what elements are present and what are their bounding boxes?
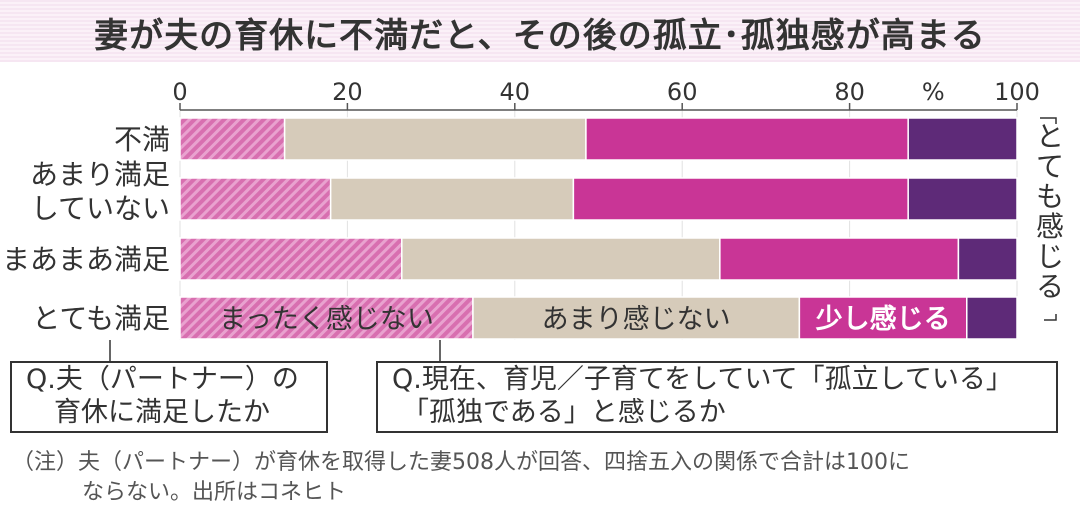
bar-segment [179,177,332,221]
category-label: 不満 [114,123,170,156]
x-tick-label: 60 [667,78,698,106]
bar-segment [907,117,1018,161]
series-legend-label: まったく感じない [219,304,434,335]
title-band [0,0,1080,62]
x-tick-label: 0 [172,78,187,106]
legend-highlight [805,303,961,333]
category-label: とても満足 [32,302,170,335]
category-label: していない [31,192,170,225]
right-label-char: て [1036,150,1064,183]
question-1-line-1: Q.夫（パートナー）の [26,364,299,395]
bar-segment [719,237,960,281]
bar-segment [966,296,1018,340]
question-1-line-2: 育休に満足したか [54,397,270,428]
bar-segment [179,237,403,281]
footnote-line-2: ならない。出所はコネヒト [82,480,347,505]
right-label-char: じ [1036,240,1064,273]
bracket-top [1040,117,1057,124]
x-tick-label: 100 [994,78,1040,106]
question-1-box: Q.夫（パートナー）の 育休に満足したか [10,361,328,433]
bar-segment [179,117,286,161]
question-2-line-2: 「孤独である」と感じるか [402,397,726,428]
bar-segment [179,296,474,340]
x-tick-label: 20 [332,78,363,106]
bar-segment [957,237,1018,281]
bar-segment [401,237,721,281]
bar-segment [283,117,587,161]
footnote: （注）夫（パートナー）が育休を取得した妻508人が回答、四捨五入の関係で合計は1… [12,448,1072,508]
right-label-char: 感 [1036,210,1064,243]
category-label: まあまあ満足 [2,243,170,276]
bar-segment [572,177,909,221]
right-label-char: と [1036,120,1064,153]
bracket-bottom [1044,314,1057,321]
bar-segment [585,117,909,161]
x-tick-label: 40 [500,78,531,106]
right-label-char: も [1036,180,1064,213]
category-label: あまり満足 [30,158,170,191]
footnote-line-1: （注）夫（パートナー）が育休を取得した妻508人が回答、四捨五入の関係で合計は1… [12,450,910,475]
question-2-line-1: Q.現在、育児／子育てをしていて「孤立している」 [392,364,1013,395]
chart-title: 妻が夫の育休に不満だと、その後の孤立･孤独感が高まる [94,16,986,56]
bar-segment [472,296,801,340]
right-label-char: る [1036,270,1064,303]
unit-label: % [922,78,945,106]
question-2-box: Q.現在、育児／子育てをしていて「孤立している」 「孤独である」と感じるか [376,361,1058,433]
bar-segment [907,177,1018,221]
x-tick-label: 80 [834,78,865,106]
series-legend-label: あまり感じない [542,304,731,335]
bar-segment [329,177,575,221]
series-legend-label: 少し感じる [816,303,951,335]
